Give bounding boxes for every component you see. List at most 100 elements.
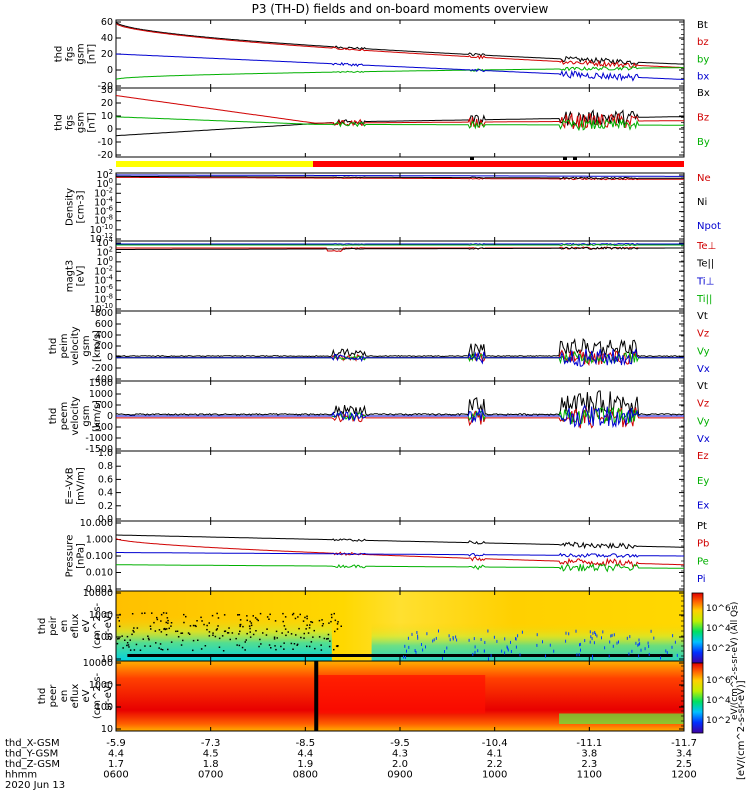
heatmap-pixel xyxy=(328,645,331,648)
time-axis-labels: thd_X-GSM -5.9 -7.3 -8.5 -9.5 -10.4 -11.1 -11.7… xyxy=(5,738,697,791)
heatmap-pixel xyxy=(147,637,150,640)
heatmap-pixel xyxy=(133,627,135,629)
legend-entry: bx xyxy=(697,71,709,82)
heatmap-pixel xyxy=(280,645,282,648)
legend-entry: Bx xyxy=(697,88,710,99)
y-tick-label: 10 xyxy=(101,654,113,665)
axis-row-value: 1.8 xyxy=(203,759,219,770)
axis-row-value: 1.9 xyxy=(297,759,313,770)
heatmap-pixel xyxy=(200,648,203,650)
heatmap-pixel xyxy=(203,623,205,626)
heatmap-pixel xyxy=(126,642,129,644)
colorbar-tick: 10^6 xyxy=(706,676,731,686)
heatmap-pixel xyxy=(142,638,144,640)
heatmap-pixel xyxy=(192,649,194,652)
heatmap-pixel xyxy=(283,625,286,627)
heatmap-pixel xyxy=(584,639,586,643)
axis-row-value: 4.4 xyxy=(297,749,313,760)
y-axis-label: en xyxy=(59,690,70,703)
heatmap-pixel xyxy=(151,612,153,614)
y-axis-label: thd xyxy=(37,618,48,635)
axis-row-value: 1000 xyxy=(482,770,507,781)
y-axis-label: gsm xyxy=(76,112,87,133)
heatmap-pixel xyxy=(246,632,248,635)
heatmap-pixel xyxy=(282,612,284,615)
heatmap-pixel xyxy=(117,616,119,619)
heatmap-pixel xyxy=(306,617,308,620)
legend-entry: by xyxy=(697,54,709,65)
y-axis-label: peer xyxy=(48,684,59,708)
heatmap-pixel xyxy=(167,648,169,651)
heatmap-pixel xyxy=(133,649,136,651)
heatmap-pixel xyxy=(604,646,606,650)
series-line-Bx xyxy=(115,109,684,137)
heatmap-pixel xyxy=(221,635,224,637)
heatmap-pixel xyxy=(589,630,591,634)
legend-entry: Pb xyxy=(697,539,709,550)
heatmap-pixel xyxy=(290,633,293,635)
heatmap-pixel xyxy=(126,644,128,647)
heatmap-pixel xyxy=(167,619,169,622)
heatmap-pixel xyxy=(425,645,426,649)
heatmap-pixel xyxy=(166,617,169,619)
legend-entry: Ni xyxy=(697,197,707,208)
y-tick-label: 1.000 xyxy=(86,535,113,546)
heatmap-pixel xyxy=(227,632,230,634)
heatmap-pixel xyxy=(553,649,555,653)
series-line-by xyxy=(115,65,684,80)
y-tick-label: -10 xyxy=(97,137,113,148)
heatmap-pixel xyxy=(293,643,296,645)
heatmap-pixel xyxy=(153,621,155,624)
y-axis-label: [nT] xyxy=(87,112,98,132)
heatmap-pixel xyxy=(218,637,221,640)
heatmap-pixel xyxy=(506,645,508,649)
heatmap-pixel xyxy=(515,637,516,641)
series-line-Vt xyxy=(115,337,685,358)
axis-row-value: 3.8 xyxy=(581,749,597,760)
heatmap-pixel xyxy=(593,641,595,645)
heatmap-pixel xyxy=(510,650,512,653)
y-axis-label: gsm xyxy=(81,405,92,426)
heatmap-pixel xyxy=(507,646,509,650)
y-tick-label: 102 xyxy=(97,245,113,258)
y-tick-label: 0.8 xyxy=(98,461,113,472)
y-tick-label: 0 xyxy=(107,124,113,135)
y-tick-label: 500 xyxy=(95,400,113,411)
heatmap-pixel xyxy=(638,654,640,658)
heatmap-pixel xyxy=(180,644,183,646)
series-line-bz xyxy=(115,23,685,69)
y-tick-label: 600 xyxy=(95,319,113,330)
heatmap-pixel xyxy=(336,628,339,630)
heatmap-pixel xyxy=(648,652,650,656)
heatmap-pixel xyxy=(521,630,523,634)
heatmap-pixel xyxy=(294,617,297,620)
heatmap-pixel xyxy=(407,636,409,640)
y-tick-label: 0.100 xyxy=(86,551,113,562)
heatmap-pixel xyxy=(331,616,333,619)
heatmap-pixel xyxy=(244,649,246,651)
heatmap-pixel xyxy=(474,645,476,649)
y-axis-label: eV xyxy=(81,689,92,702)
heatmap-pixel xyxy=(284,628,287,630)
heatmap-pixel xyxy=(404,644,406,648)
y-axis-label: thd xyxy=(48,338,59,355)
y-tick-label: 100 xyxy=(97,255,113,268)
panel-frame xyxy=(115,19,685,89)
heatmap-pixel xyxy=(330,620,332,623)
y-axis-label: velocity xyxy=(70,396,81,435)
heatmap-pixel xyxy=(175,630,177,633)
heatmap-pixel xyxy=(204,645,207,647)
heatmap-pixel xyxy=(216,628,218,630)
heatmap-pixel xyxy=(283,648,285,650)
legend-entry: Ne xyxy=(697,173,711,184)
axis-row-value: 2.3 xyxy=(581,759,597,770)
y-axis-label: [km/s] xyxy=(92,400,103,432)
heatmap-pixel xyxy=(252,633,255,636)
heatmap-pixel xyxy=(322,623,324,625)
series-line-Bt xyxy=(115,21,685,65)
axis-row-value: 2.2 xyxy=(487,759,503,770)
heatmap-pixel xyxy=(487,629,489,633)
y-tick-label: 0 xyxy=(107,352,113,363)
